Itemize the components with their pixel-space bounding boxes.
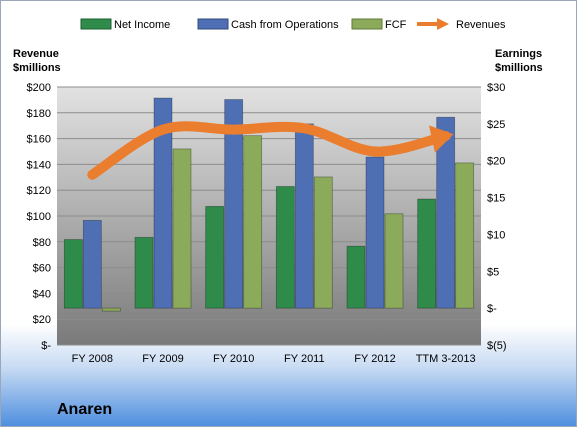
left-tick-label: $120 — [27, 185, 51, 197]
net-income-bar — [347, 246, 365, 308]
right-axis-title-line1: Earnings — [495, 48, 542, 60]
cash-from-operations-bar — [83, 220, 101, 308]
left-tick-label: $100 — [27, 211, 51, 223]
left-axis-title-line2: $millions — [13, 62, 61, 74]
fcf-bar — [244, 136, 262, 308]
cash-from-operations-bar — [366, 157, 384, 308]
legend-swatch-revenues-arrowhead — [437, 18, 449, 30]
right-tick-label: $25 — [487, 119, 505, 131]
right-tick-label: $20 — [487, 156, 505, 168]
net-income-bar — [206, 206, 224, 308]
right-tick-label: $(5) — [487, 340, 507, 352]
left-tick-label: $180 — [27, 108, 51, 120]
left-tick-label: $20 — [33, 314, 51, 326]
legend-label-net-income: Net Income — [114, 19, 170, 31]
x-tick-label: TTM 3-2013 — [416, 353, 476, 365]
left-tick-label: $200 — [27, 82, 51, 94]
right-axis-ticks: $(5) $- $5 $10 $15 $20 $25 $30 — [487, 82, 507, 352]
fcf-bar — [173, 149, 191, 308]
right-tick-label: $5 — [487, 266, 499, 278]
x-tick-label: FY 2012 — [354, 353, 395, 365]
net-income-bar — [276, 187, 294, 309]
legend-label-fcf: FCF — [385, 19, 407, 31]
legend: Net Income Cash from Operations FCF Reve… — [81, 18, 506, 31]
left-tick-label: $60 — [33, 263, 51, 275]
fcf-bar — [102, 308, 120, 311]
left-tick-label: $80 — [33, 237, 51, 249]
fcf-bar — [456, 163, 474, 308]
left-tick-label: $140 — [27, 159, 51, 171]
left-tick-label: $40 — [33, 288, 51, 300]
net-income-bar — [135, 237, 153, 308]
x-tick-label: FY 2010 — [213, 353, 254, 365]
right-axis-title-line2: $millions — [495, 62, 543, 74]
x-axis-ticks: FY 2008 FY 2009 FY 2010 FY 2011 FY 2012 TTM 3… — [72, 353, 476, 365]
legend-label-revenues: Revenues — [456, 19, 506, 31]
company-name: Anaren — [57, 401, 112, 418]
cash-from-operations-bar — [295, 124, 313, 308]
fcf-bar — [314, 177, 332, 308]
x-tick-label: FY 2008 — [72, 353, 113, 365]
legend-swatch-fcf — [352, 19, 382, 29]
right-tick-label: $- — [487, 303, 497, 315]
fcf-bar — [385, 214, 403, 308]
net-income-bar — [418, 199, 436, 308]
legend-swatch-net-income — [81, 19, 111, 29]
right-tick-label: $15 — [487, 193, 505, 205]
left-tick-label: $160 — [27, 134, 51, 146]
legend-swatch-cash-from-operations — [198, 19, 228, 29]
right-tick-label: $30 — [487, 82, 505, 94]
x-tick-label: FY 2011 — [284, 353, 325, 365]
left-tick-label: $- — [41, 340, 51, 352]
left-axis-title-line1: Revenue — [13, 48, 59, 60]
right-tick-label: $10 — [487, 229, 505, 241]
left-axis-ticks: $- $20 $40 $60 $80 $100 $120 $140 $160 $180 $200 — [27, 82, 52, 352]
x-tick-label: FY 2009 — [142, 353, 183, 365]
legend-label-cash-from-operations: Cash from Operations — [231, 19, 339, 31]
net-income-bar — [64, 240, 82, 309]
